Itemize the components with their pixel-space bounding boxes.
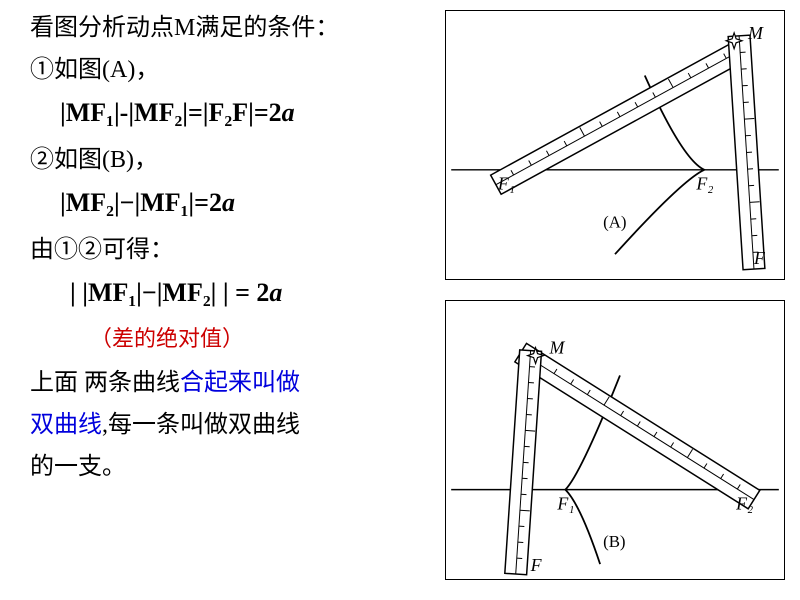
svg-text:M: M	[548, 338, 565, 358]
svg-text:F₂: F₂	[695, 174, 713, 194]
line-intro: 看图分析动点M满足的条件：	[30, 10, 430, 46]
figure-a: M F₁ F₂ F (A)	[445, 10, 785, 280]
line-conclusion: 由①②可得：	[30, 232, 430, 268]
line-case-b: ②如图(B)，	[30, 142, 430, 178]
formula-3: | |MF₁|−|MF₂| | = 2a	[70, 278, 430, 308]
formula-1: |MF₁|-|MF₂|=|F₂F|=2a	[60, 98, 430, 128]
svg-text:F: F	[530, 555, 543, 575]
svg-text:M: M	[747, 23, 764, 43]
formula-2: |MF₂|−|MF₁|=2a	[60, 188, 430, 218]
line-summary-1: 上面 两条曲线合起来叫做	[30, 365, 430, 401]
svg-text:F₂: F₂	[735, 494, 753, 514]
svg-text:(A): (A)	[603, 212, 626, 231]
line-summary-3: 的一支。	[30, 449, 430, 485]
svg-text:F₁: F₁	[497, 174, 515, 194]
note-abs: （差的绝对值）	[90, 322, 430, 355]
line-case-a: ①如图(A)，	[30, 52, 430, 88]
svg-text:(B): (B)	[603, 532, 625, 551]
figure-b: M F₁ F₂ F (B)	[445, 300, 785, 580]
line-summary-2: 双曲线,每一条叫做双曲线	[30, 407, 430, 443]
svg-text:F₁: F₁	[556, 494, 574, 514]
svg-text:F: F	[753, 248, 766, 268]
